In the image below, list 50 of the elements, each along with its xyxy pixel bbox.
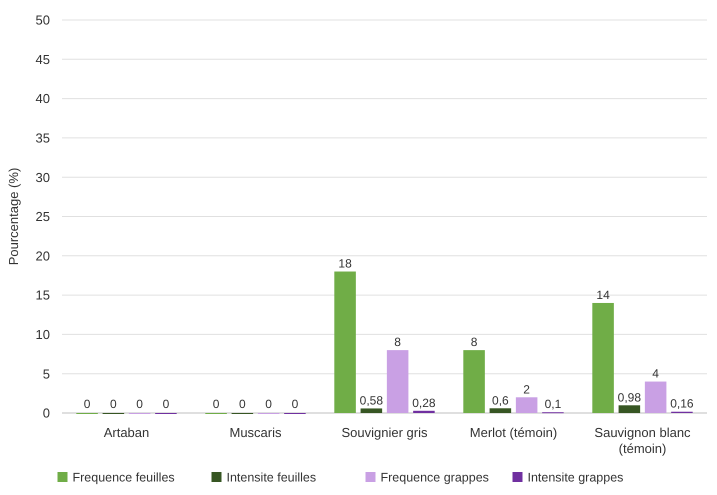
data-label: 0,1 — [544, 397, 562, 411]
data-label: 18 — [338, 256, 352, 271]
data-label: 4 — [652, 366, 660, 381]
bar — [386, 350, 408, 413]
bar — [334, 272, 356, 413]
y-tick-label: 30 — [36, 170, 50, 185]
bar — [490, 408, 512, 413]
y-tick-label: 35 — [36, 130, 50, 146]
x-tick-label: Merlot (témoin) — [470, 425, 558, 440]
bar — [463, 350, 485, 413]
y-tick-label: 0 — [42, 406, 50, 421]
data-label: 8 — [394, 335, 402, 350]
y-tick-label: 15 — [36, 288, 50, 303]
data-label: 0 — [136, 397, 144, 411]
y-tick-label: 25 — [36, 209, 50, 224]
y-tick-label: 5 — [42, 366, 50, 382]
data-label: 0 — [239, 397, 246, 411]
y-tick-label: 45 — [36, 52, 50, 67]
legend-label: Intensite grappes — [528, 470, 624, 484]
data-label: 8 — [470, 335, 478, 350]
y-tick-label: 40 — [36, 91, 50, 106]
data-label: 0,28 — [412, 396, 436, 410]
y-tick-label: 10 — [36, 326, 50, 342]
bar — [618, 405, 640, 413]
x-tick-label: Artaban — [104, 425, 150, 440]
y-axis-title: Pourcentage (%) — [6, 168, 21, 266]
data-label: 0,58 — [360, 393, 384, 408]
data-label: 0,16 — [670, 396, 694, 411]
legend-label: Frequence feuilles — [72, 470, 175, 484]
y-tick-label: 20 — [36, 248, 50, 264]
bar — [592, 302, 614, 413]
data-label: 0 — [212, 397, 220, 411]
x-tick-label: Sauvignon blanc (témoin) — [594, 425, 692, 456]
data-label: 0 — [292, 397, 299, 411]
data-label: 0 — [265, 397, 272, 411]
legend-label: Intensite feuilles — [226, 470, 316, 484]
data-label: 0 — [110, 397, 118, 411]
data-label: 2 — [523, 382, 530, 396]
data-label: 0 — [84, 397, 91, 411]
bar — [360, 408, 382, 413]
data-label: 0,98 — [618, 390, 642, 404]
data-label: 0 — [162, 397, 170, 411]
bar — [644, 382, 666, 413]
data-label: 14 — [596, 288, 610, 302]
x-tick-label: Muscaris — [229, 425, 282, 440]
data-label: 0,6 — [492, 393, 510, 408]
y-tick-label: 50 — [36, 12, 50, 28]
x-tick-label: Souvignier gris — [342, 425, 428, 440]
legend-label: Frequence grappes — [380, 470, 489, 484]
bar — [516, 397, 538, 413]
